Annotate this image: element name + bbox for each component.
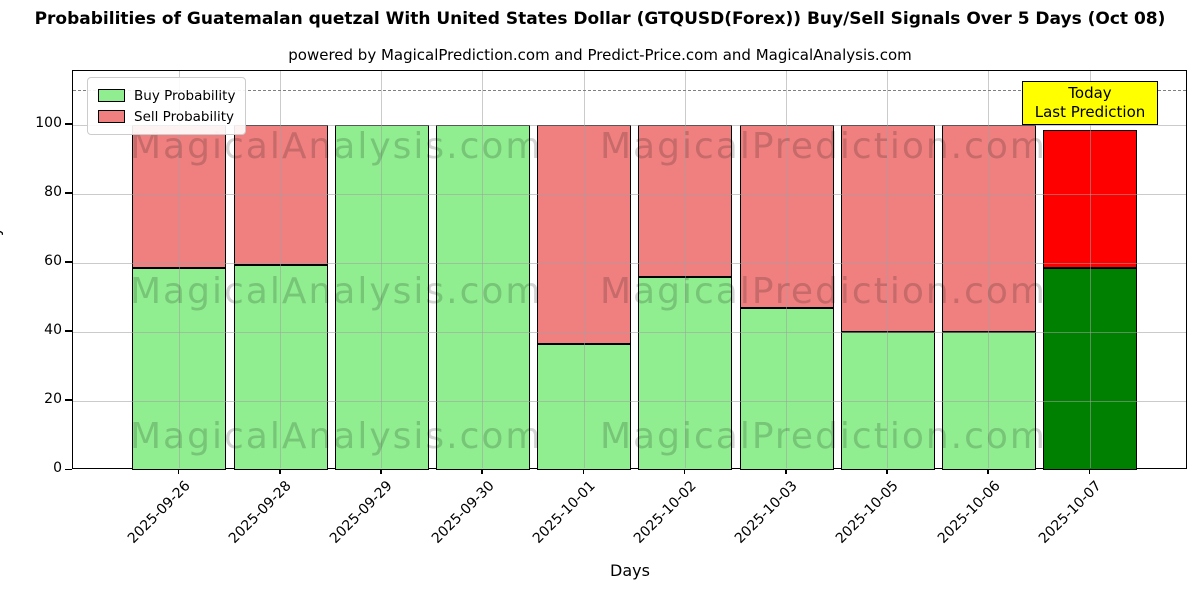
v-gridline <box>280 71 281 468</box>
y-tick-mark <box>65 399 72 401</box>
h-gridline <box>73 193 1186 195</box>
chart-subtitle: powered by MagicalPrediction.com and Pre… <box>288 46 912 64</box>
y-tick-label: 80 <box>44 183 62 200</box>
x-tick-mark <box>582 469 585 474</box>
legend-item-sell: Sell Probability <box>98 106 235 127</box>
x-tick-mark <box>380 469 382 474</box>
watermark-analysis: MagicalAnalysis.com <box>130 416 543 457</box>
x-tick-mark <box>177 469 180 474</box>
v-gridline <box>583 71 585 468</box>
v-gridline <box>684 71 686 468</box>
watermark-prediction: MagicalPrediction.com <box>600 416 1047 457</box>
legend: Buy Probability Sell Probability <box>87 77 247 135</box>
y-tick-mark <box>65 468 72 470</box>
x-tick-mark <box>886 469 888 474</box>
x-tick-mark <box>785 469 787 474</box>
x-tick-mark <box>683 469 686 474</box>
y-tick-label: 0 <box>53 460 62 476</box>
h-gridline <box>73 400 1186 402</box>
legend-label-sell: Sell Probability <box>134 108 235 125</box>
v-gridline <box>786 71 787 468</box>
y-tick-label: 20 <box>44 390 62 407</box>
watermark-prediction: MagicalPrediction.com <box>600 126 1047 167</box>
chart-title: Probabilities of Guatemalan quetzal With… <box>34 9 1166 29</box>
sell-color-swatch <box>98 110 125 123</box>
y-tick-mark <box>65 192 72 194</box>
legend-label-buy: Buy Probability <box>134 87 236 104</box>
y-tick-label: 40 <box>44 321 62 338</box>
y-tick-label: 100 <box>35 114 62 131</box>
v-gridline <box>178 71 180 468</box>
today-annotation-line1: Today <box>1068 84 1112 102</box>
today-annotation: Today Last Prediction <box>1022 81 1158 125</box>
h-gridline <box>73 262 1186 264</box>
v-gridline <box>482 71 484 468</box>
y-tick-label: 60 <box>44 252 62 269</box>
y-tick-mark <box>65 330 72 332</box>
x-axis-title: Days <box>610 561 650 580</box>
y-tick-mark <box>65 261 72 263</box>
watermark-analysis: MagicalAnalysis.com <box>130 271 543 312</box>
y-tick-mark <box>65 123 72 125</box>
x-tick-mark <box>1088 469 1091 474</box>
h-gridline <box>73 331 1186 333</box>
h-gridline <box>73 124 1186 126</box>
plot-area: Buy Probability Sell Probability Today L… <box>72 70 1187 470</box>
v-gridline <box>988 71 990 468</box>
v-gridline <box>887 71 889 468</box>
x-tick-mark <box>279 469 281 474</box>
legend-item-buy: Buy Probability <box>98 85 235 106</box>
x-tick-mark <box>987 469 989 474</box>
x-tick-mark <box>481 469 483 474</box>
today-annotation-line2: Last Prediction <box>1034 103 1146 121</box>
buy-color-swatch <box>98 89 125 102</box>
threshold-dashed-line <box>73 90 1186 92</box>
v-gridline <box>1089 71 1091 468</box>
v-gridline <box>381 71 383 468</box>
watermark-prediction: MagicalPrediction.com <box>600 271 1047 312</box>
